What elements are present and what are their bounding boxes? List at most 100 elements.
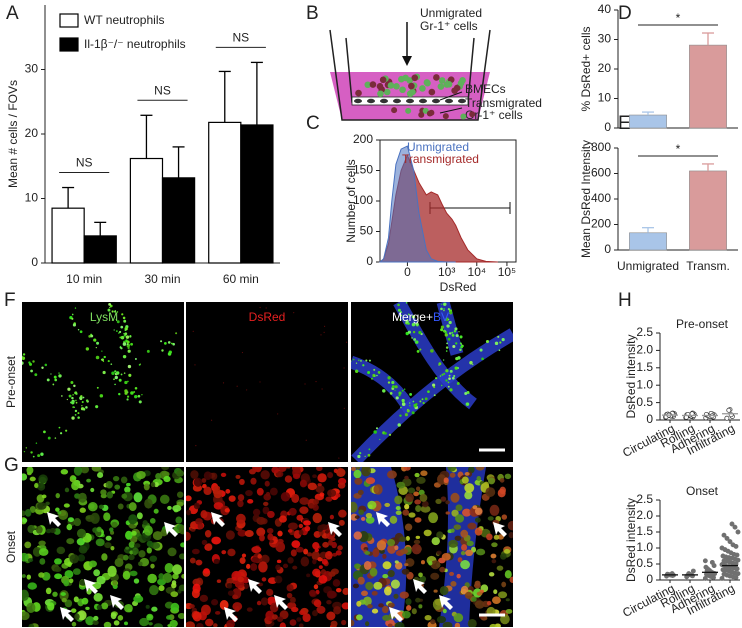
y-tick-label: 400 (591, 191, 611, 205)
x-tick-label: 0 (404, 265, 411, 279)
cell (161, 349, 164, 352)
cell (287, 522, 298, 530)
cell (101, 602, 109, 610)
point (724, 415, 730, 421)
y-tick-label: 1.5 (636, 360, 653, 374)
cell (153, 623, 163, 627)
cell (58, 372, 60, 374)
cell (490, 553, 497, 559)
cell (292, 473, 301, 480)
cell (85, 514, 95, 522)
cell (443, 477, 449, 484)
cell (430, 619, 436, 625)
cell (424, 615, 432, 621)
cell (118, 392, 121, 396)
cell (78, 492, 87, 503)
cell (322, 541, 329, 548)
cell (178, 584, 184, 592)
cell (129, 570, 138, 577)
y-tick-label: 10 (25, 191, 39, 205)
cell (201, 478, 207, 483)
cell (411, 608, 417, 615)
point (719, 545, 725, 551)
cell (329, 514, 334, 520)
cell (464, 483, 475, 493)
cell (464, 491, 473, 500)
cell (499, 341, 502, 344)
cell (236, 513, 246, 524)
cell (260, 470, 270, 480)
bar (240, 124, 274, 264)
panel-label: F (4, 290, 16, 311)
cell (448, 539, 458, 548)
cell (61, 395, 63, 397)
cell (407, 313, 410, 316)
cell (312, 512, 323, 524)
cell (177, 613, 184, 619)
cell (356, 600, 362, 607)
cell (70, 608, 77, 613)
diagram-label: Transmigrated (465, 96, 542, 110)
cell (66, 398, 68, 401)
cell (440, 307, 443, 311)
cell (81, 597, 89, 605)
cell (433, 589, 438, 593)
cell (450, 528, 455, 533)
cell (124, 391, 128, 395)
cell (306, 573, 311, 578)
cell (382, 389, 386, 393)
cell (400, 406, 402, 409)
cell (323, 325, 326, 327)
cell (417, 325, 419, 327)
histogram-area (378, 145, 456, 263)
cell (167, 352, 172, 356)
cell (419, 575, 427, 583)
cell (361, 590, 368, 597)
cell (152, 531, 163, 541)
cell (467, 618, 477, 627)
cell (505, 598, 510, 602)
cell (501, 514, 508, 520)
cell (298, 529, 304, 536)
cell (54, 573, 63, 580)
cell (411, 322, 416, 327)
cell (323, 331, 325, 333)
cell (82, 396, 85, 399)
cell (405, 319, 409, 324)
cell (172, 505, 182, 512)
cell (269, 487, 278, 496)
cell (237, 576, 244, 583)
cell (413, 338, 417, 341)
cell (448, 374, 451, 377)
cell (325, 496, 333, 502)
cell (436, 615, 447, 624)
cell (245, 489, 253, 497)
cell (461, 544, 468, 551)
cell (497, 534, 505, 540)
cell (115, 371, 120, 375)
y-tick-label: 1.0 (636, 540, 653, 554)
cell (234, 580, 245, 589)
cell (451, 87, 458, 94)
cell (405, 493, 414, 503)
cell (315, 485, 325, 494)
cell (271, 467, 279, 474)
cell (500, 553, 507, 560)
cell (430, 560, 441, 570)
cell (210, 419, 213, 421)
cell (197, 523, 204, 530)
cell (451, 331, 454, 334)
cell (446, 342, 449, 345)
y-tick-label: 20 (25, 126, 39, 140)
y-tick-label: 2.0 (636, 343, 653, 357)
cell (312, 474, 317, 478)
cell (449, 369, 453, 373)
x-tick-label: 60 min (223, 272, 259, 286)
cell (100, 358, 103, 361)
cell (227, 590, 235, 596)
cell (225, 489, 231, 494)
cell (26, 467, 34, 475)
cell (216, 579, 222, 583)
cell (149, 518, 156, 524)
cell (103, 512, 111, 522)
